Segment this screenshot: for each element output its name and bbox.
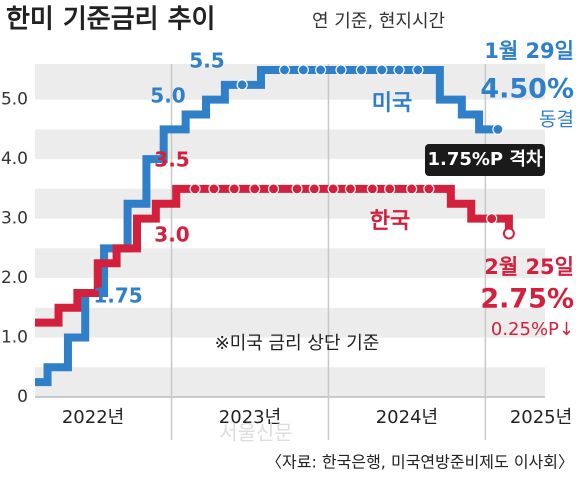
hold-dot bbox=[486, 213, 498, 225]
hold-dot bbox=[423, 183, 435, 195]
grid-band bbox=[35, 307, 545, 338]
series-label: 미국 bbox=[372, 91, 412, 116]
hold-dot bbox=[492, 123, 504, 136]
annotation: 1.75 bbox=[93, 284, 142, 308]
hold-dot bbox=[308, 183, 320, 195]
watermark: 서울신문 bbox=[219, 421, 293, 445]
annotation: 5.0 bbox=[150, 84, 185, 108]
y-tick-label: 1.0 bbox=[1, 328, 28, 348]
hold-dot bbox=[406, 183, 418, 195]
hold-dot bbox=[366, 183, 378, 195]
annotation: 2.75% bbox=[480, 284, 574, 315]
chart-subtitle: 연 기준, 현지시간 bbox=[312, 11, 445, 32]
hold-dot bbox=[376, 64, 388, 76]
hold-dot bbox=[228, 183, 240, 195]
annotation: 0.25%P↓ bbox=[491, 319, 574, 340]
end-dot bbox=[502, 227, 515, 240]
plot-area: 0 1.0 2.0 3.0 4.0 5.0 2022년 2023년 2024년 2025년 미국한국… bbox=[1, 39, 574, 440]
grid-band bbox=[35, 367, 545, 397]
annotation: ※미국 금리 상단 기준 bbox=[215, 333, 380, 354]
hold-dot bbox=[344, 183, 357, 195]
annotation: 1.75%P 격차 bbox=[427, 149, 542, 170]
hold-dot bbox=[412, 64, 424, 76]
series-label: 한국 bbox=[370, 209, 410, 234]
hold-dot bbox=[393, 64, 405, 76]
gap-box bbox=[425, 144, 545, 176]
annotation: 4.50% bbox=[480, 74, 574, 105]
hold-dot bbox=[249, 183, 261, 195]
hold-dot bbox=[297, 64, 309, 76]
x-tick-label: 2022년 bbox=[62, 407, 124, 428]
source: 〈자료: 한국은행, 미국연방준비제도 이사회〉 bbox=[266, 453, 574, 472]
y-tick-label: 0 bbox=[17, 387, 28, 407]
hold-dot bbox=[189, 183, 201, 195]
hold-dot bbox=[355, 64, 367, 76]
annotation: 2월 25일 bbox=[484, 255, 574, 279]
hold-dot bbox=[335, 64, 347, 76]
annotation: 3.0 bbox=[154, 223, 189, 247]
x-tick-label: 2024년 bbox=[376, 407, 438, 428]
hold-dot bbox=[236, 79, 248, 91]
y-tick-label: 4.0 bbox=[1, 149, 28, 169]
y-tick-label: 3.0 bbox=[1, 209, 28, 229]
hold-dot bbox=[267, 183, 280, 195]
hold-dot bbox=[278, 64, 291, 76]
annotation: 동결 bbox=[539, 109, 574, 131]
y-tick-label: 5.0 bbox=[1, 90, 28, 110]
hold-dot bbox=[327, 183, 339, 195]
annotation: 3.5 bbox=[154, 148, 189, 172]
x-tick-label: 2023년 bbox=[219, 407, 281, 428]
x-tick-label: 2025년 bbox=[510, 407, 572, 428]
annotation: 1월 29일 bbox=[484, 39, 574, 63]
hold-dot bbox=[291, 183, 303, 195]
chart-title: 한미 기준금리 추이 bbox=[6, 5, 215, 35]
hold-dot bbox=[384, 183, 396, 195]
y-tick-label: 2.0 bbox=[1, 268, 28, 288]
hold-dot bbox=[315, 64, 327, 76]
hold-dot bbox=[208, 183, 220, 195]
annotation: 5.5 bbox=[189, 49, 224, 73]
